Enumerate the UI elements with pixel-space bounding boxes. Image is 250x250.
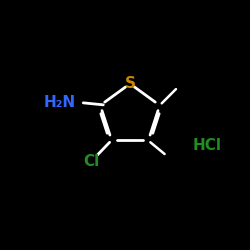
Text: Cl: Cl xyxy=(84,154,100,169)
Text: HCl: HCl xyxy=(193,138,222,152)
Text: H₂N: H₂N xyxy=(43,95,75,110)
Text: S: S xyxy=(124,76,136,91)
